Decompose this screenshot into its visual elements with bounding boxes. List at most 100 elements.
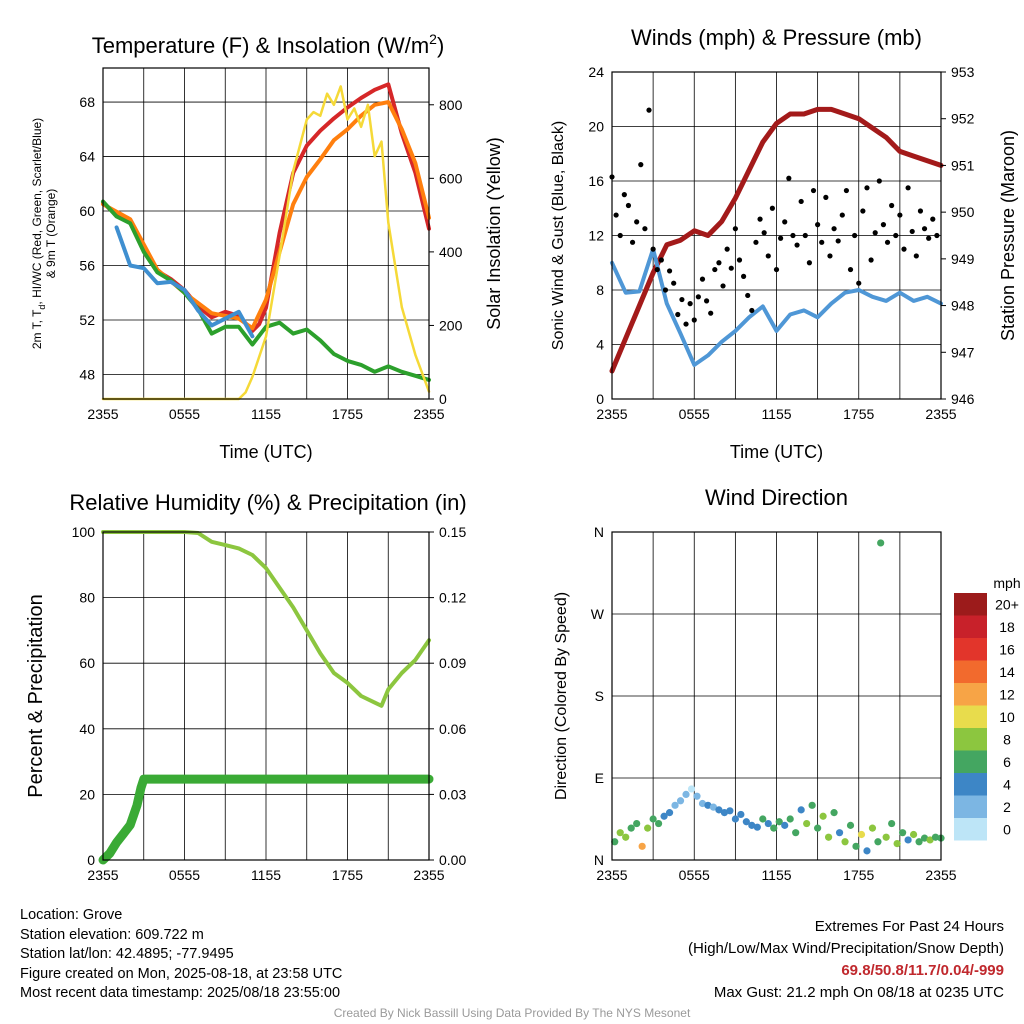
winds-panel: 2355 0555 1155 1755 235504812162024946947948… (550, 25, 1018, 462)
gust-point (872, 230, 878, 236)
direction-point (627, 824, 635, 832)
gust-point (913, 253, 919, 259)
gust-point (819, 239, 825, 245)
gust-point (765, 253, 771, 259)
series-line-1 (98, 774, 434, 865)
direction-point (638, 842, 646, 850)
gust-point (839, 212, 845, 218)
gust-point (827, 253, 833, 259)
x-tick-label: 0555 (169, 406, 200, 422)
gust-point (675, 311, 681, 318)
chart-title: Wind Direction (705, 485, 848, 510)
gust-point (835, 238, 841, 244)
direction-point (649, 815, 657, 823)
direction-point (852, 842, 860, 850)
y-tick-label: S (595, 688, 604, 704)
direction-point (926, 836, 934, 844)
direction-point (676, 797, 685, 805)
gust-point (880, 222, 887, 228)
latlon-text: Station lat/lon: 42.4895; -77.9495 (20, 946, 234, 962)
direction-point (693, 792, 701, 800)
elevation-text: Station elevation: 609.722 m (20, 926, 204, 943)
direction-point (899, 829, 907, 837)
gust-point (666, 268, 673, 274)
colorbar-swatch (954, 593, 987, 616)
colorbar-label: 16 (999, 641, 1015, 657)
y2-tick-label: 952 (951, 111, 975, 127)
direction-point (781, 821, 789, 829)
x-tick-label: 2355 (87, 867, 118, 883)
direction-point (616, 829, 624, 837)
chart-title: Winds (mph) & Pressure (mb) (631, 25, 922, 50)
y-tick-label: 8 (596, 282, 604, 298)
x-tick-label: 2355 (925, 867, 956, 883)
gust-point (847, 266, 854, 273)
gust-point (716, 260, 722, 266)
y2-tick-label: 953 (951, 64, 975, 80)
y-axis-label-line2: & 9m T (Orange) (44, 189, 58, 279)
colorbar-label: 18 (999, 619, 1015, 635)
colorbar-label: 8 (1003, 731, 1011, 747)
direction-point (682, 790, 690, 799)
gust-point (934, 232, 940, 239)
extremes-description: (High/Low/Max Wind/Precipitation/Snow De… (688, 940, 1004, 957)
temperature-panel: 2355 0555 1155 1755 2355 48 52 56 60 64 68 0 200 400 6… (30, 31, 504, 462)
y2-tick-label: 947 (951, 344, 975, 360)
y-axis-label: 2m T, Td, HI/WC (Red, Green, Scarlet/Blu… (30, 118, 47, 349)
series-line-3 (114, 225, 255, 339)
gust-point (831, 226, 837, 232)
direction-point (671, 801, 679, 809)
x-axis-label: Time (UTC) (219, 442, 312, 462)
wind-speed-colorbar: mph 20+ 18 16 14 12 10 8 6 4 2 0 (954, 575, 1021, 841)
direction-point (704, 801, 712, 809)
x-tick-label: 1755 (332, 406, 363, 422)
colorbar-swatch (954, 773, 987, 796)
y-tick-label: 0 (87, 852, 95, 868)
x-tick-label: 1155 (761, 406, 791, 422)
gust-point (876, 178, 882, 184)
created-text: Figure created on Mon, 2025-08-18, at 23… (20, 965, 343, 982)
colorbar-label: 4 (1003, 776, 1011, 792)
gust-point (917, 208, 924, 214)
series-line-4 (101, 85, 431, 401)
gust-point (921, 226, 928, 232)
x-tick-label: 1755 (843, 406, 874, 422)
colorbar-swatch (954, 683, 987, 706)
extremes-info: Extremes For Past 24 Hours (High/Low/Max… (688, 916, 1004, 1004)
x-tick-label: 2355 (596, 406, 627, 422)
gust-point (720, 283, 726, 289)
gust-point (745, 292, 751, 299)
gust-point (909, 228, 915, 235)
direction-point (814, 824, 822, 832)
y2-tick-label: 0.09 (439, 655, 466, 671)
direction-point (770, 824, 778, 832)
colorbar-swatch (954, 660, 987, 683)
series-line-1 (610, 247, 943, 367)
gust-point (930, 216, 936, 222)
chart-title: Relative Humidity (%) & Precipitation (i… (69, 490, 466, 515)
gust-point (794, 242, 800, 248)
x-tick-label: 2355 (925, 406, 956, 422)
y-axis-label: Percent & Precipitation (25, 594, 47, 797)
gust-point (683, 321, 689, 327)
colorbar-label: 2 (1003, 799, 1011, 815)
direction-point (753, 823, 761, 831)
location-text: Location: Grove (20, 907, 123, 923)
direction-point (633, 819, 641, 828)
gust-point (654, 266, 660, 273)
gust-point (662, 287, 669, 293)
gust-point (625, 202, 632, 209)
direction-point (687, 785, 696, 793)
y-tick-label: 40 (79, 721, 95, 737)
gust-point (864, 185, 870, 191)
gust-point (893, 232, 899, 239)
direction-point (835, 829, 844, 837)
colorbar-swatch (954, 638, 987, 661)
gust-point (638, 162, 644, 168)
y-tick-label: E (595, 770, 604, 786)
gust-point (856, 280, 862, 286)
colorbar-label: 12 (999, 686, 1015, 702)
gust-point (889, 202, 895, 209)
direction-point (611, 838, 619, 846)
